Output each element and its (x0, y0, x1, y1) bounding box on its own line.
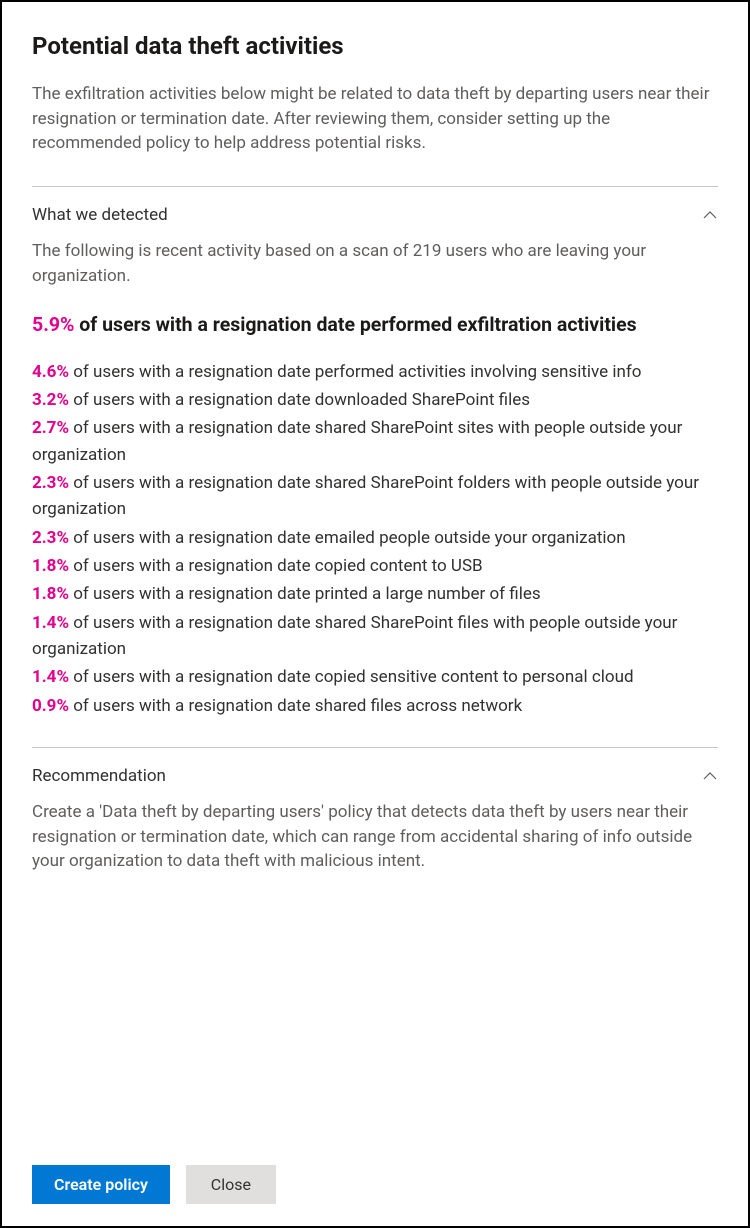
stat-text: of users with a resignation date emailed… (69, 528, 626, 548)
stat-line: 2.7% of users with a resignation date sh… (32, 415, 718, 468)
section-header-recommendation[interactable]: Recommendation (32, 766, 718, 786)
chevron-up-icon (702, 768, 718, 784)
recommendation-description: Create a 'Data theft by departing users'… (32, 800, 718, 874)
stat-pct: 1.4% (32, 613, 69, 633)
stat-line: 1.4% of users with a resignation date sh… (32, 610, 718, 663)
spacer (32, 874, 718, 1153)
stat-pct: 2.3% (32, 528, 69, 548)
headline-pct: 5.9% (32, 313, 74, 336)
stat-line: 1.4% of users with a resignation date co… (32, 664, 718, 690)
dialog-panel: Potential data theft activities The exfi… (0, 0, 750, 1228)
page-title: Potential data theft activities (32, 32, 718, 60)
detected-description: The following is recent activity based o… (32, 239, 718, 288)
stat-line: 2.3% of users with a resignation date em… (32, 525, 718, 551)
chevron-up-icon (702, 207, 718, 223)
stat-text: of users with a resignation date copied … (69, 667, 634, 687)
stat-text: of users with a resignation date perform… (69, 362, 642, 382)
stat-pct: 2.7% (32, 418, 69, 438)
stat-text: of users with a resignation date printed… (69, 584, 541, 604)
stat-line: 0.9% of users with a resignation date sh… (32, 693, 718, 719)
section-header-detected[interactable]: What we detected (32, 205, 718, 225)
section-recommendation: Recommendation Create a 'Data theft by d… (32, 748, 718, 874)
stat-text: of users with a resignation date shared … (32, 473, 699, 519)
stat-text: of users with a resignation date downloa… (69, 390, 530, 410)
headline-text: of users with a resignation date perform… (74, 313, 636, 336)
headline-stat: 5.9% of users with a resignation date pe… (32, 312, 718, 338)
stat-pct: 1.4% (32, 667, 69, 687)
stat-text: of users with a resignation date copied … (69, 556, 483, 576)
footer-actions: Create policy Close (32, 1153, 718, 1204)
section-title-detected: What we detected (32, 205, 168, 225)
stat-pct: 1.8% (32, 556, 69, 576)
stat-line: 3.2% of users with a resignation date do… (32, 387, 718, 413)
stat-line: 1.8% of users with a resignation date pr… (32, 581, 718, 607)
stat-text: of users with a resignation date shared … (69, 696, 522, 716)
stat-pct: 2.3% (32, 473, 69, 493)
stat-pct: 4.6% (32, 362, 69, 382)
section-detected: What we detected The following is recent… (32, 187, 718, 747)
section-title-recommendation: Recommendation (32, 766, 166, 786)
stat-text: of users with a resignation date shared … (32, 613, 677, 659)
close-button[interactable]: Close (186, 1165, 276, 1204)
intro-text: The exfiltration activities below might … (32, 82, 718, 156)
stats-list: 4.6% of users with a resignation date pe… (32, 359, 718, 719)
stat-text: of users with a resignation date shared … (32, 418, 682, 464)
stat-line: 4.6% of users with a resignation date pe… (32, 359, 718, 385)
stat-line: 1.8% of users with a resignation date co… (32, 553, 718, 579)
stat-pct: 3.2% (32, 390, 69, 410)
stat-line: 2.3% of users with a resignation date sh… (32, 470, 718, 523)
create-policy-button[interactable]: Create policy (32, 1165, 170, 1204)
stat-pct: 0.9% (32, 696, 69, 716)
stat-pct: 1.8% (32, 584, 69, 604)
